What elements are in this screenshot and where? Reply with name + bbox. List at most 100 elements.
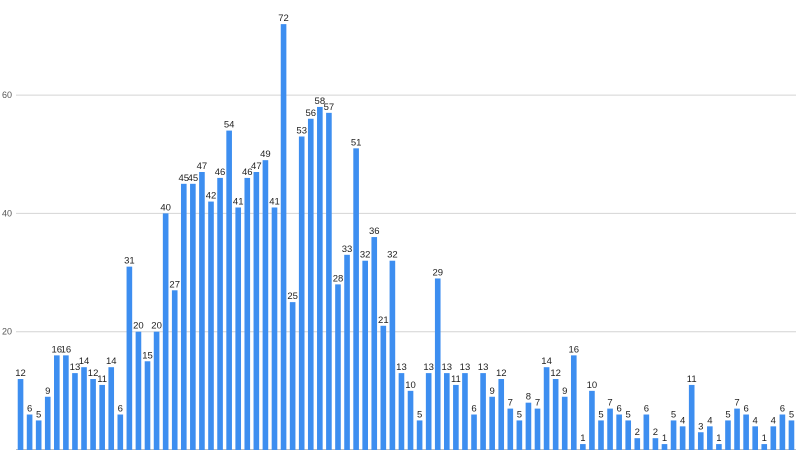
bar-value-label: 12 bbox=[550, 368, 561, 379]
bar bbox=[362, 260, 368, 450]
bar bbox=[716, 444, 722, 450]
bar bbox=[135, 331, 142, 450]
bar-value-label: 11 bbox=[687, 374, 697, 385]
bar-value-label: 7 bbox=[508, 398, 513, 409]
bar bbox=[444, 373, 450, 450]
bar bbox=[434, 278, 441, 450]
bar-value-label: 5 bbox=[598, 409, 603, 420]
bar bbox=[190, 183, 196, 450]
bar-value-label: 4 bbox=[753, 415, 758, 426]
bar-value-label: 6 bbox=[743, 404, 748, 415]
bar bbox=[725, 420, 731, 450]
bar-value-label: 8 bbox=[526, 392, 531, 403]
bar-value-label: 12 bbox=[496, 368, 507, 379]
bar-value-label: 11 bbox=[97, 374, 107, 385]
bar bbox=[63, 355, 69, 450]
bar-value-label: 16 bbox=[52, 344, 63, 355]
bar bbox=[108, 367, 115, 450]
bar-value-label: 7 bbox=[607, 398, 612, 409]
bar bbox=[226, 130, 232, 450]
bar bbox=[262, 160, 269, 450]
bar bbox=[344, 254, 350, 450]
bar bbox=[126, 266, 133, 450]
bar bbox=[752, 426, 758, 450]
bar-value-label: 53 bbox=[296, 126, 307, 137]
bar-value-label: 41 bbox=[233, 196, 244, 207]
bar bbox=[162, 213, 169, 450]
bar-value-label: 14 bbox=[106, 356, 117, 367]
bar-value-label: 25 bbox=[287, 291, 298, 302]
bar-value-label: 14 bbox=[79, 356, 90, 367]
bar-value-label: 1 bbox=[762, 433, 767, 444]
bar bbox=[516, 420, 523, 450]
bar bbox=[171, 290, 178, 450]
bar bbox=[670, 420, 677, 450]
bar bbox=[561, 396, 568, 450]
bar bbox=[99, 384, 105, 450]
bar bbox=[589, 390, 595, 450]
bar-value-label: 72 bbox=[278, 13, 289, 24]
bar bbox=[625, 420, 632, 450]
bar bbox=[180, 183, 187, 450]
bar bbox=[81, 367, 87, 450]
bar bbox=[235, 207, 242, 450]
bar bbox=[652, 438, 659, 450]
bar-value-label: 5 bbox=[789, 409, 794, 420]
bar bbox=[570, 355, 577, 450]
bar bbox=[90, 379, 96, 450]
bar bbox=[17, 379, 24, 450]
bar bbox=[661, 444, 668, 450]
bar-value-label: 29 bbox=[432, 267, 443, 278]
bar bbox=[525, 402, 532, 450]
bar bbox=[335, 284, 341, 450]
bar-value-label: 4 bbox=[771, 415, 776, 426]
bar-value-label: 36 bbox=[369, 226, 380, 237]
bar bbox=[697, 432, 704, 450]
bar bbox=[761, 444, 768, 450]
bar bbox=[779, 414, 786, 450]
bar-value-label: 6 bbox=[118, 404, 123, 415]
bar bbox=[507, 408, 514, 450]
bar-value-label: 5 bbox=[671, 409, 676, 420]
bar bbox=[480, 373, 486, 450]
bar-value-label: 12 bbox=[15, 368, 26, 379]
bar bbox=[471, 414, 477, 450]
bar-value-label: 21 bbox=[378, 315, 389, 326]
bar-value-label: 13 bbox=[442, 362, 453, 373]
bar bbox=[26, 414, 33, 450]
bar-value-label: 7 bbox=[535, 398, 540, 409]
bar bbox=[208, 201, 214, 450]
bar bbox=[407, 390, 414, 450]
bar bbox=[679, 426, 686, 450]
bar bbox=[498, 379, 505, 450]
bar bbox=[144, 361, 151, 450]
bar-value-label: 9 bbox=[562, 386, 567, 397]
bar-value-label: 7 bbox=[734, 398, 739, 409]
bar-value-label: 13 bbox=[478, 362, 489, 373]
bar-value-label: 13 bbox=[460, 362, 471, 373]
bar bbox=[280, 24, 287, 450]
bar bbox=[534, 408, 541, 450]
bar-value-label: 4 bbox=[680, 415, 685, 426]
y-tick-label: 40 bbox=[2, 208, 12, 218]
bar bbox=[688, 384, 695, 450]
bar-value-label: 47 bbox=[251, 161, 262, 172]
bar bbox=[462, 373, 468, 450]
bar bbox=[289, 302, 296, 450]
bar-value-label: 42 bbox=[206, 191, 217, 202]
bar bbox=[616, 414, 622, 450]
bar-value-label: 58 bbox=[315, 96, 326, 107]
bar bbox=[398, 373, 405, 450]
bar-value-label: 10 bbox=[405, 380, 416, 391]
bar-value-label: 6 bbox=[471, 404, 476, 415]
bar-value-label: 33 bbox=[342, 244, 353, 255]
bar bbox=[298, 136, 305, 450]
bar-value-label: 20 bbox=[133, 321, 144, 332]
bar-value-label: 12 bbox=[88, 368, 99, 379]
bar-value-label: 57 bbox=[324, 102, 335, 113]
bar-value-label: 9 bbox=[490, 386, 495, 397]
bar bbox=[199, 172, 205, 450]
bar-value-label: 56 bbox=[305, 108, 316, 119]
bar-value-label: 20 bbox=[151, 321, 162, 332]
bar bbox=[253, 172, 260, 450]
